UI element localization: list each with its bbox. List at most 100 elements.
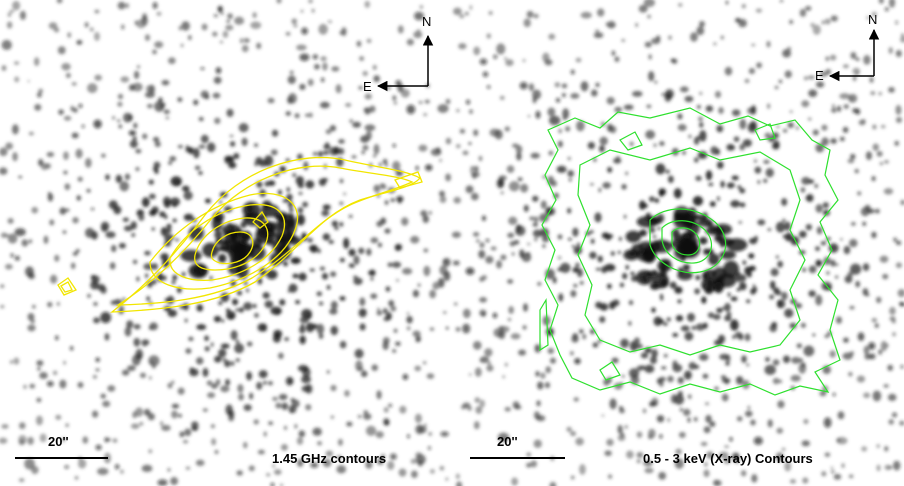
speckle — [791, 357, 801, 364]
speckle — [806, 196, 811, 201]
speckle — [385, 200, 389, 205]
speckle — [533, 14, 538, 18]
speckle — [790, 110, 793, 113]
speckle — [849, 239, 857, 247]
speckle — [849, 306, 854, 310]
speckle — [125, 174, 130, 181]
speckle — [134, 324, 141, 329]
speckle — [850, 97, 853, 101]
speckle — [894, 141, 899, 146]
speckle — [580, 281, 584, 285]
speckle — [366, 426, 376, 436]
speckle — [286, 187, 290, 192]
speckle — [871, 176, 875, 181]
speckle — [875, 323, 879, 328]
speckle — [722, 378, 731, 383]
speckle — [220, 41, 223, 44]
speckle — [742, 260, 746, 264]
speckle — [469, 110, 473, 114]
speckle — [524, 205, 529, 212]
speckle — [297, 437, 303, 445]
speckle — [82, 125, 85, 128]
speckle — [570, 93, 579, 99]
speckle — [85, 158, 92, 168]
speckle — [717, 161, 724, 168]
speckle — [175, 239, 179, 242]
speckle — [149, 322, 158, 330]
speckle — [241, 138, 247, 147]
speckle — [505, 363, 508, 367]
speckle — [87, 83, 97, 93]
speckle — [216, 379, 221, 385]
speckle — [205, 346, 210, 351]
speckle — [383, 317, 389, 322]
speckle — [328, 21, 332, 23]
speckle — [340, 341, 347, 349]
speckle — [373, 185, 380, 193]
speckle — [402, 268, 412, 275]
speckle — [288, 93, 297, 104]
speckle — [637, 366, 643, 371]
speckle — [832, 104, 835, 108]
speckle — [8, 13, 11, 17]
speckle — [466, 267, 475, 275]
speckle — [236, 308, 239, 311]
speckle — [107, 438, 111, 442]
speckle — [667, 376, 673, 383]
speckle — [352, 122, 361, 128]
speckle — [802, 268, 806, 272]
speckle — [286, 218, 297, 235]
speckle — [318, 151, 323, 157]
speckle — [320, 102, 330, 109]
speckle — [164, 109, 170, 114]
speckle — [100, 312, 111, 323]
speckle — [821, 125, 827, 131]
speckle — [836, 316, 842, 323]
speckle — [648, 435, 653, 440]
speckle — [724, 303, 730, 312]
speckle — [757, 219, 765, 225]
speckle — [7, 21, 12, 28]
speckle — [749, 266, 756, 271]
speckle — [473, 232, 479, 237]
speckle — [183, 191, 192, 200]
speckle — [214, 118, 220, 124]
speckle — [55, 415, 61, 420]
speckle — [699, 92, 702, 95]
speckle — [474, 166, 479, 172]
speckle — [652, 402, 657, 406]
speckle — [815, 184, 818, 188]
speckle — [270, 307, 281, 315]
speckle — [429, 290, 436, 299]
speckle — [842, 463, 845, 468]
speckle — [683, 409, 690, 416]
speckle — [641, 353, 648, 359]
speckle — [178, 414, 182, 417]
speckle — [298, 273, 306, 281]
speckle — [131, 233, 135, 236]
speckle — [475, 367, 482, 376]
speckle — [830, 55, 836, 61]
speckle — [896, 117, 902, 123]
speckle — [353, 255, 359, 265]
speckle — [188, 35, 192, 40]
speckle — [545, 366, 551, 373]
speckle — [826, 69, 832, 75]
speckle — [763, 160, 770, 164]
speckle — [487, 85, 491, 89]
speckle — [353, 276, 357, 279]
speckle — [21, 239, 28, 246]
speckle — [321, 78, 325, 83]
speckle — [655, 198, 659, 203]
speckle — [18, 176, 22, 178]
speckle — [607, 97, 615, 105]
speckle — [58, 46, 66, 54]
speckle — [815, 246, 820, 251]
speckle — [77, 382, 83, 388]
speckle — [286, 32, 291, 36]
speckle — [93, 317, 100, 323]
speckle — [562, 93, 566, 97]
speckle — [876, 444, 880, 448]
speckle — [756, 9, 762, 13]
speckle — [560, 263, 571, 273]
